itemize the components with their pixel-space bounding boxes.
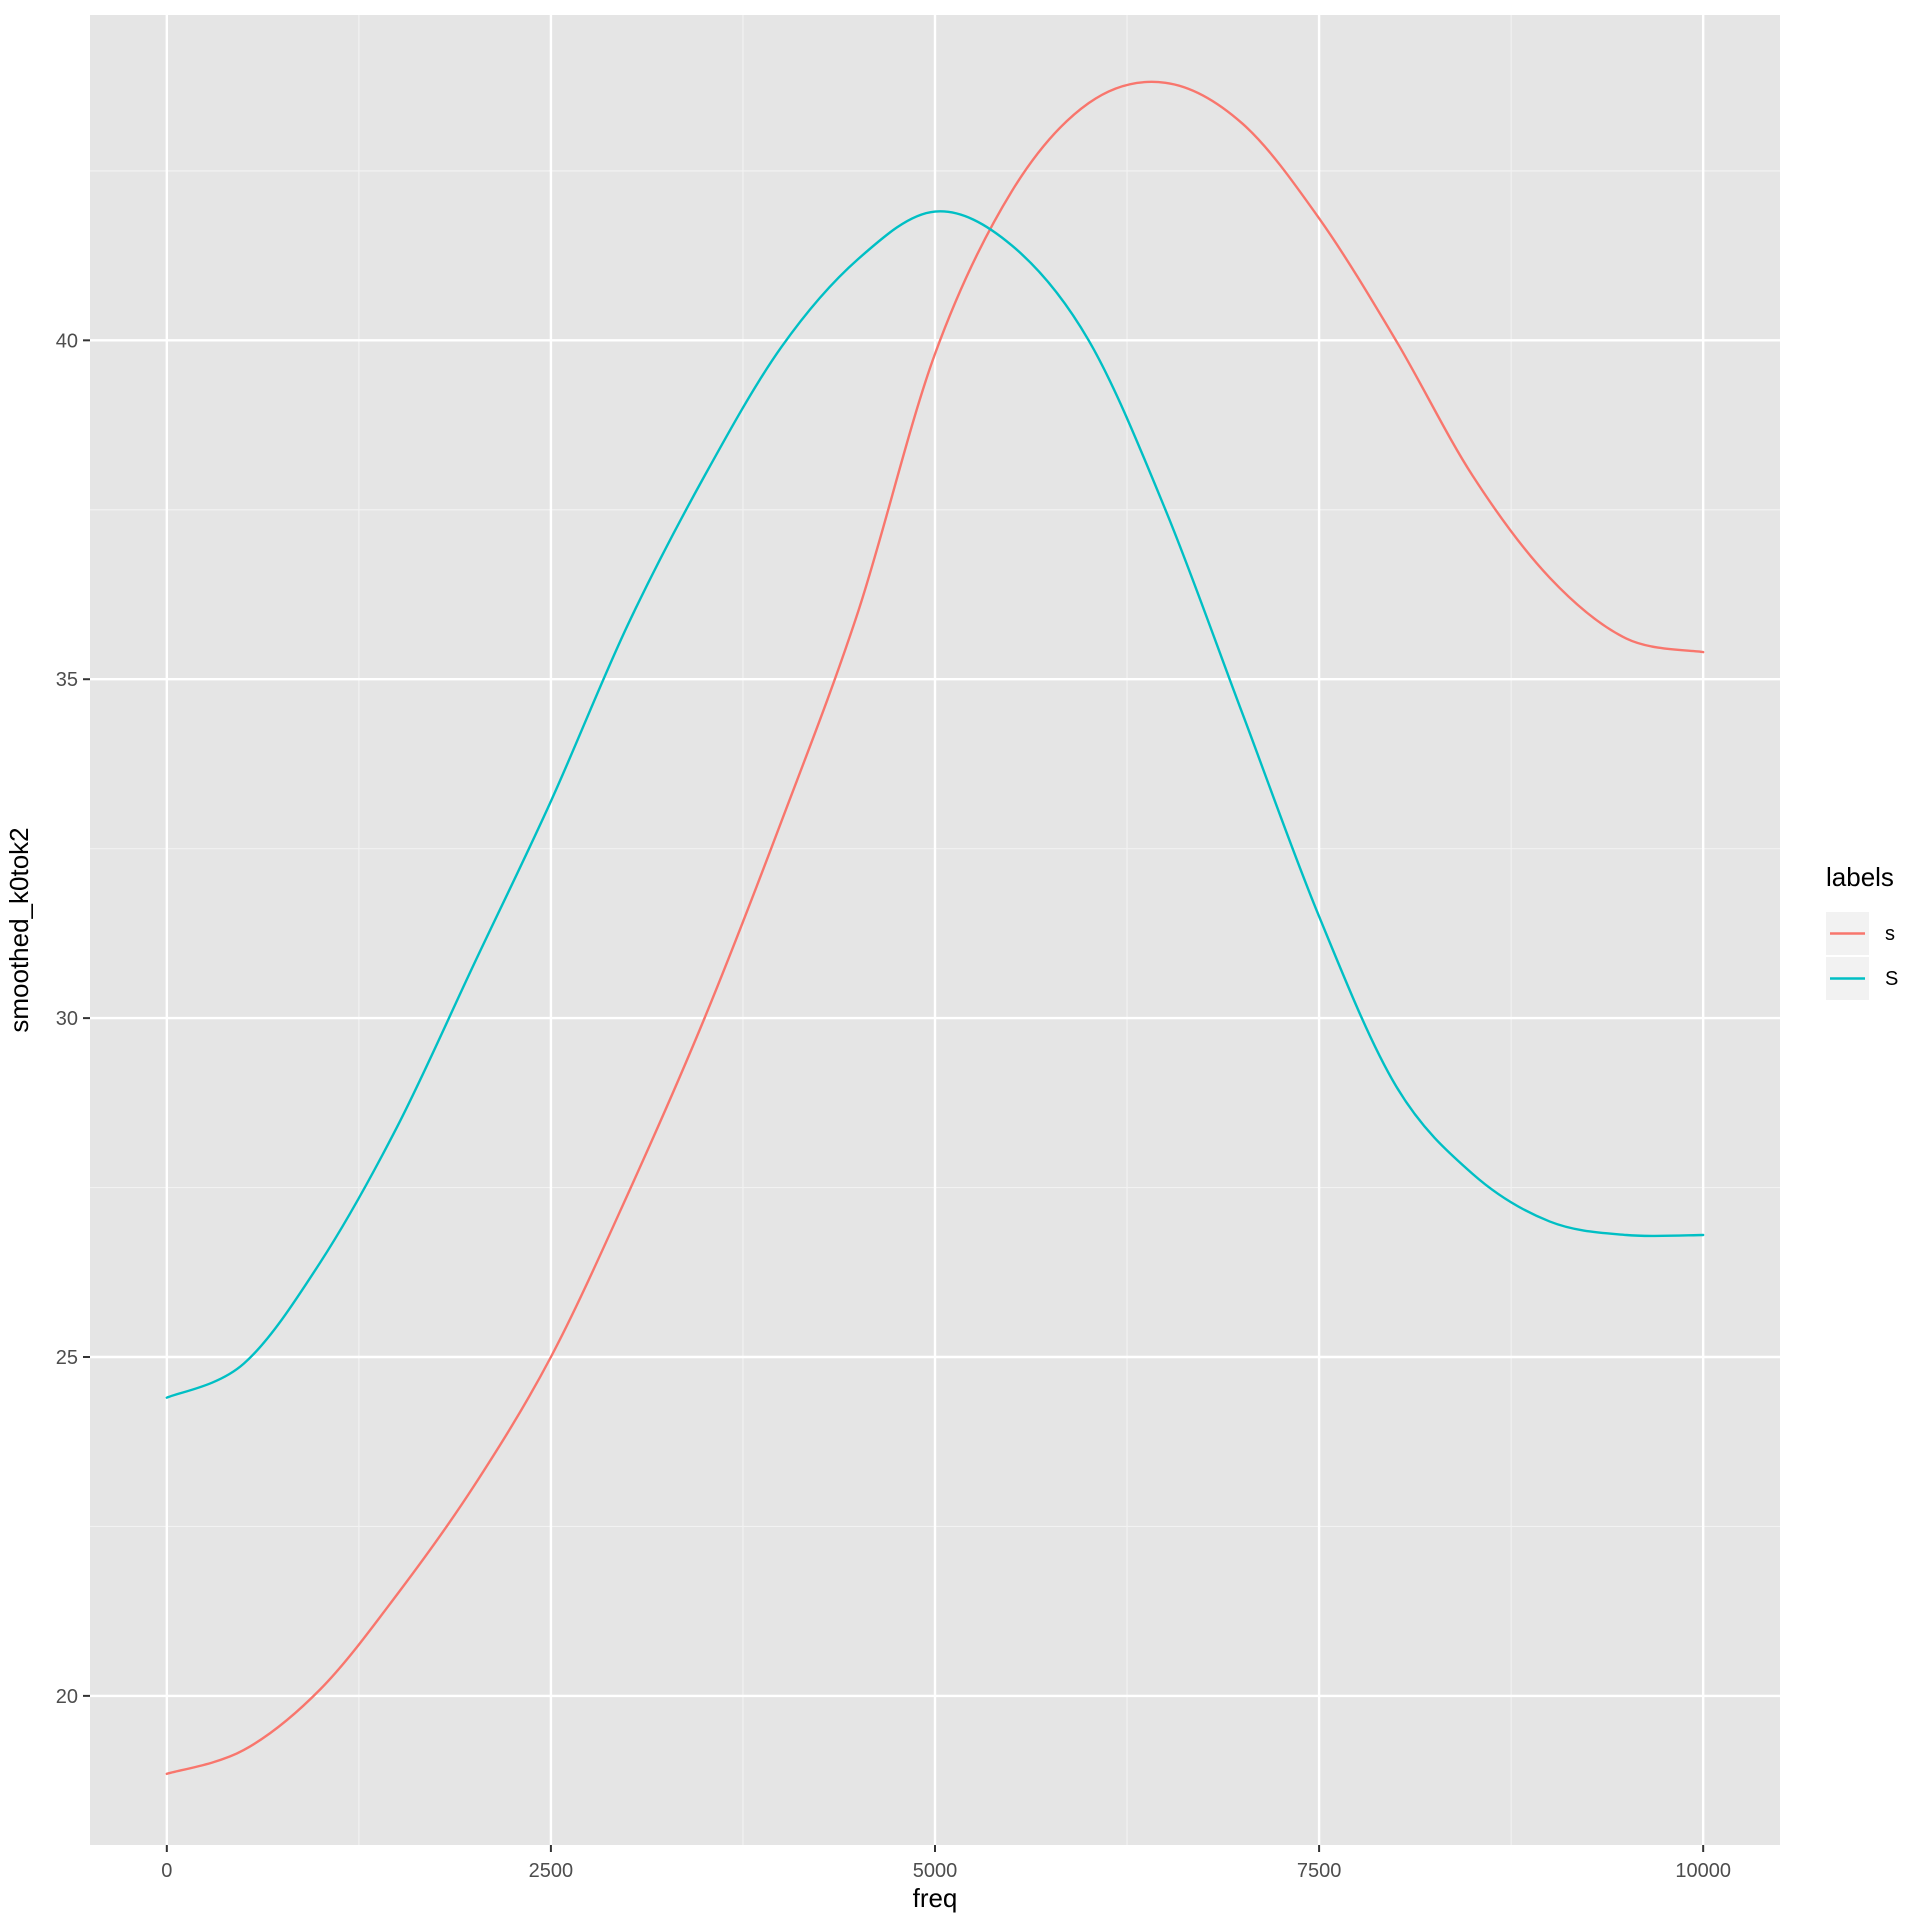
x-tick-label: 2500	[529, 1860, 574, 1882]
legend-label: s	[1885, 923, 1895, 945]
y-tick-label: 35	[56, 669, 78, 691]
y-tick-label: 40	[56, 330, 78, 352]
x-tick-label: 5000	[913, 1860, 958, 1882]
legend-items: sS	[1826, 912, 1898, 1000]
y-tick-label: 25	[56, 1347, 78, 1369]
x-axis-title: freq	[913, 1883, 958, 1913]
x-tick-label: 10000	[1675, 1860, 1731, 1882]
y-tick-label: 20	[56, 1686, 78, 1708]
legend-label: S	[1885, 968, 1898, 990]
x-axis: 0 2500 5000 7500 10000	[161, 1845, 1731, 1882]
legend-title: labels	[1826, 862, 1894, 892]
series-line-0	[165, 80, 1705, 1776]
series-layer	[165, 80, 1705, 1776]
series-line-1	[165, 210, 1705, 1399]
y-tick-label: 30	[56, 1008, 78, 1030]
legend: labels sS	[1826, 862, 1898, 1000]
major-grid	[90, 15, 1780, 1845]
x-tick-label: 0	[161, 1860, 172, 1882]
x-tick-label: 7500	[1297, 1860, 1342, 1882]
y-axis: 20 25 30 35 40	[56, 330, 90, 1708]
y-axis-title: smoothed_k0tok2	[4, 827, 34, 1032]
